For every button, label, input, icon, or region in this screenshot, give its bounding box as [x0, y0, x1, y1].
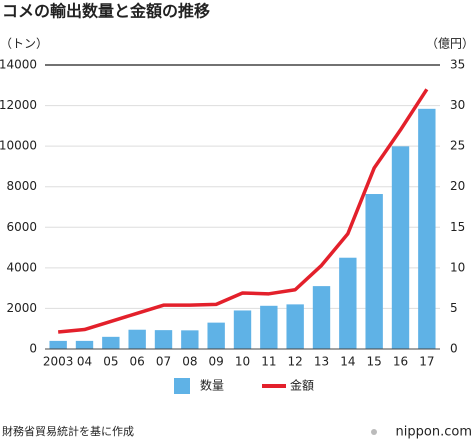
x-tick-label: 11 [261, 355, 276, 369]
bar [49, 340, 67, 349]
bar [181, 330, 199, 349]
bar [286, 304, 304, 349]
y2-tick-label: 30 [450, 98, 465, 112]
y2-tick-label: 15 [450, 220, 465, 234]
credit: nippon.com [396, 425, 472, 440]
x-tick-label: 15 [367, 355, 382, 369]
bar [233, 310, 252, 349]
bar [128, 329, 146, 349]
y-tick-label: 10000 [0, 139, 37, 153]
y2-tick-label: 5 [450, 301, 458, 315]
chart-title: コメの輸出数量と金額の推移 [2, 2, 210, 21]
y2-axis-label: （億円） [426, 37, 474, 51]
y-tick-label: 12000 [0, 98, 37, 112]
y2-tick-label: 20 [450, 179, 465, 193]
y2-tick-label: 35 [450, 58, 465, 72]
y-tick-label: 4000 [6, 260, 37, 274]
bar [102, 336, 120, 349]
y-tick-label: 0 [29, 342, 37, 356]
x-tick-label: 16 [393, 355, 408, 369]
x-tick-label: 06 [130, 355, 145, 369]
x-tick-label: 04 [77, 355, 92, 369]
y2-tick-label: 25 [450, 139, 465, 153]
y-tick-label: 2000 [6, 301, 37, 315]
y2-tick-label: 0 [450, 342, 458, 356]
x-tick-label: 08 [182, 355, 197, 369]
y-tick-label: 14000 [0, 58, 37, 72]
x-tick-label: 05 [103, 355, 118, 369]
bar [260, 305, 278, 349]
x-tick-label: 2003 [43, 355, 74, 369]
y-axis-label: （トン） [0, 37, 48, 51]
legend-swatch [174, 378, 190, 394]
x-tick-label: 17 [419, 355, 434, 369]
bar [418, 108, 436, 350]
y-tick-label: 8000 [6, 179, 37, 193]
bar [339, 257, 357, 349]
x-tick-label: 10 [235, 355, 250, 369]
bar [207, 322, 225, 349]
legend-label: 金額 [290, 378, 314, 393]
x-tick-label: 09 [209, 355, 224, 369]
line [58, 88, 429, 334]
x-tick-label: 12 [288, 355, 303, 369]
credit-icon [371, 429, 377, 435]
legend-label: 数量 [200, 378, 224, 393]
bar [365, 194, 383, 349]
x-tick-label: 14 [340, 355, 355, 369]
bar [154, 330, 173, 349]
y2-tick-label: 10 [450, 260, 465, 274]
x-tick-label: 13 [314, 355, 329, 369]
bar [312, 286, 331, 349]
source: 財務省貿易統計を基に作成 [2, 424, 134, 438]
bar [75, 340, 94, 349]
bar [391, 146, 410, 349]
x-tick-label: 07 [156, 355, 171, 369]
y-tick-label: 6000 [6, 220, 37, 234]
